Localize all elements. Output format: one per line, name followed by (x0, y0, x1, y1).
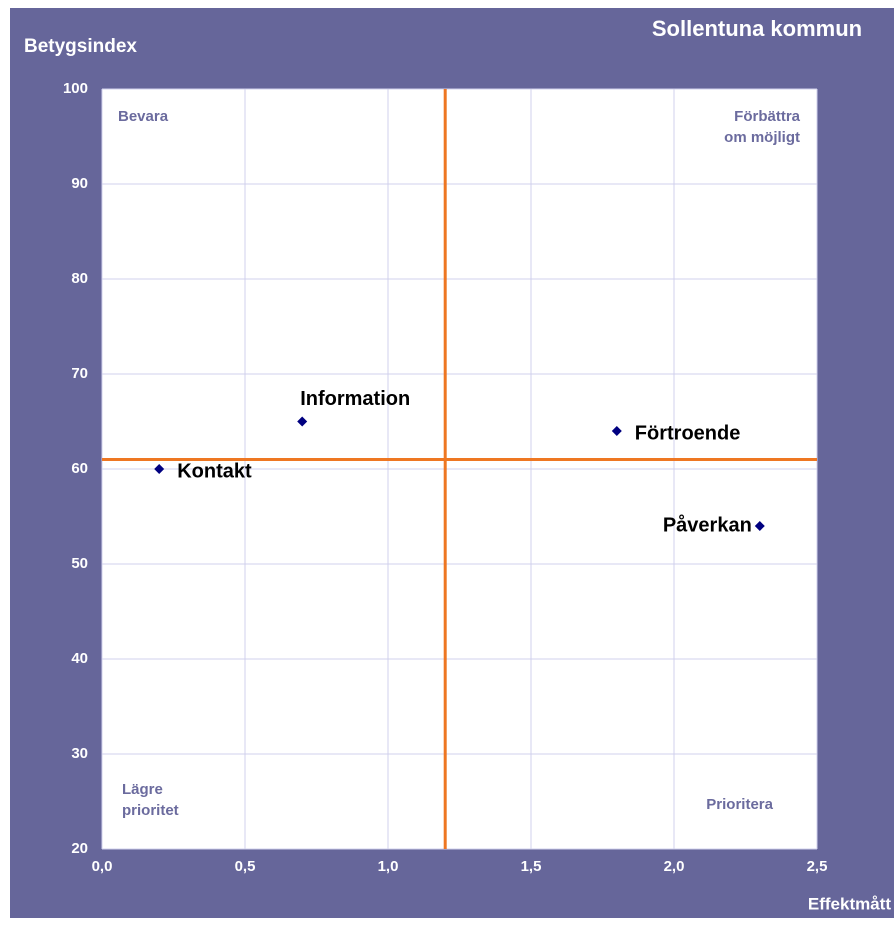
x-tick-label: 2,0 (664, 858, 685, 875)
chart-title: Sollentuna kommun (652, 16, 862, 41)
y-tick-label: 40 (71, 650, 88, 667)
x-tick-label: 1,0 (378, 858, 399, 875)
quadrant-label: om möjligt (724, 129, 800, 146)
y-tick-label: 30 (71, 745, 88, 762)
y-tick-label: 100 (63, 80, 88, 97)
data-point (611, 426, 622, 436)
quadrant-label: Bevara (118, 108, 169, 125)
quadrant-label: prioritet (122, 802, 179, 819)
x-axis-label: Effektmått (808, 894, 891, 913)
point-label: Information (300, 388, 410, 410)
point-label: Kontakt (177, 460, 252, 482)
quadrant-label: Lägre (122, 781, 163, 798)
data-point (754, 521, 765, 531)
point-label: Påverkan (663, 513, 752, 536)
x-tick-label: 2,5 (807, 858, 828, 875)
y-axis-label: Betygsindex (24, 36, 137, 57)
y-tick-label: 90 (71, 175, 88, 192)
y-tick-label: 60 (71, 460, 88, 477)
x-tick-label: 0,0 (92, 858, 113, 875)
x-tick-label: 0,5 (235, 858, 256, 875)
x-tick-label: 1,5 (521, 858, 542, 875)
data-point (154, 464, 165, 474)
y-tick-label: 80 (71, 270, 88, 287)
quadrant-label: Prioritera (706, 796, 773, 813)
quadrant-label: Förbättra (734, 108, 800, 125)
y-tick-label: 50 (71, 555, 88, 572)
y-tick-label: 70 (71, 365, 88, 382)
y-tick-label: 20 (71, 840, 88, 857)
data-point (297, 416, 308, 427)
point-label: Förtroende (635, 422, 741, 444)
